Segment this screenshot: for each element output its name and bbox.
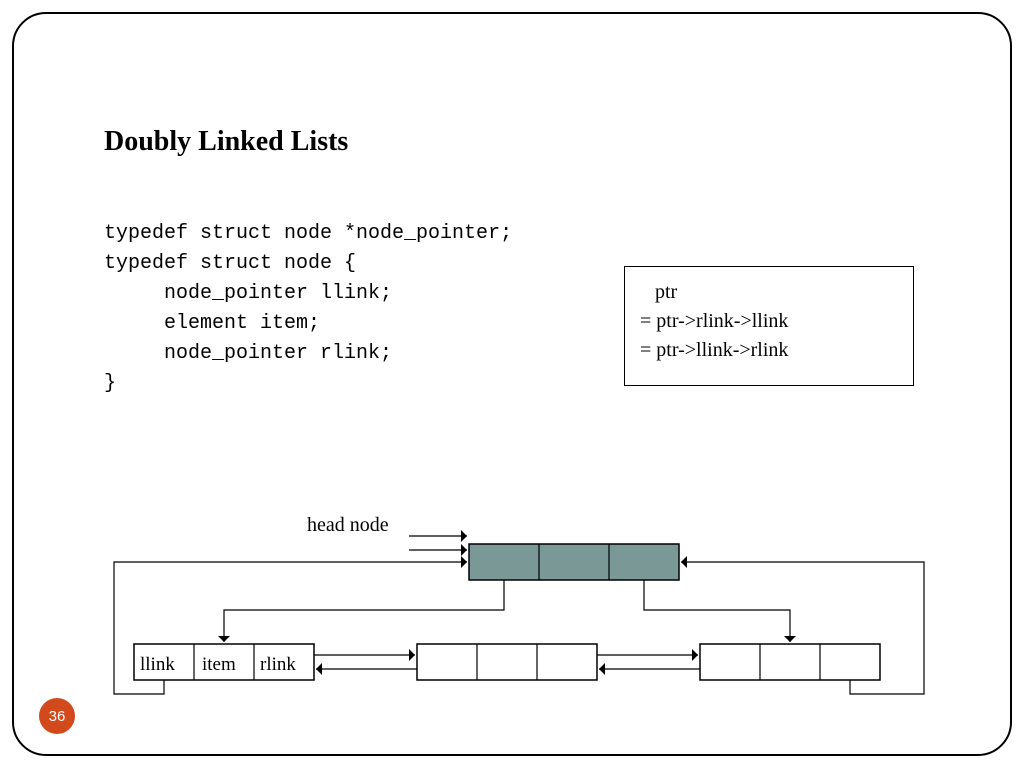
linked-list-diagram: head node llink item rlink: [104, 514, 944, 714]
slide-frame: Doubly Linked Lists typedef struct node …: [12, 12, 1012, 756]
code-block: typedef struct node *node_pointer; typed…: [104, 219, 512, 399]
svg-text:llink: llink: [140, 654, 175, 675]
page-number: 36: [49, 708, 66, 725]
diagram-svg: llink item rlink: [104, 514, 944, 714]
page-title: Doubly Linked Lists: [104, 126, 348, 158]
head-node-label: head node: [307, 514, 389, 537]
svg-text:rlink: rlink: [260, 654, 296, 675]
ptr-identity-text: ptr = ptr->rlink->llink = ptr->llink->rl…: [640, 278, 788, 365]
page-number-badge: 36: [39, 698, 75, 734]
svg-text:item: item: [202, 654, 236, 675]
